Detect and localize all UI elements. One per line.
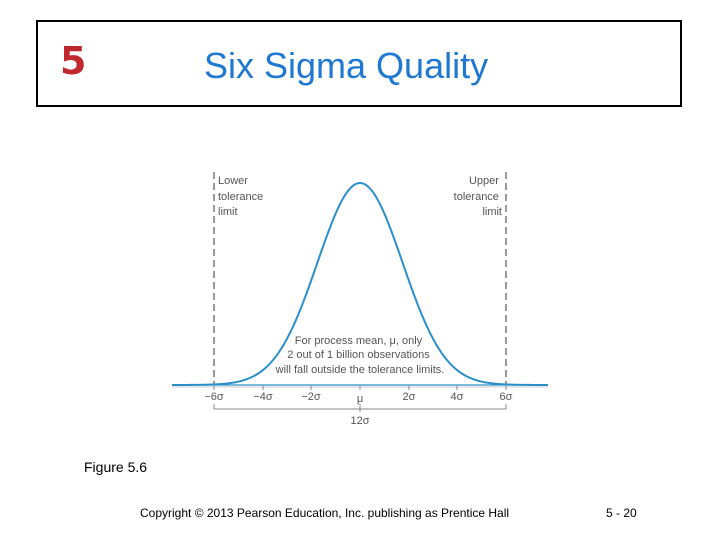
tick-label: μ (357, 393, 363, 405)
lower-tolerance-label: Lower tolerance limit (218, 175, 266, 218)
figure-caption: Figure 5.6 (84, 459, 148, 475)
span-label: 12σ (350, 415, 369, 427)
tick-label: 2σ (403, 391, 416, 403)
slide-number: 5 - 20 (606, 506, 637, 520)
tick-label: −4σ (253, 391, 273, 403)
chapter-number: 5 (60, 39, 87, 83)
normal-curve (172, 181, 548, 386)
slide-title: Six Sigma Quality (204, 45, 489, 86)
x-tick-labels: −6σ −4σ −2σ μ 2σ 4σ 6σ (204, 391, 512, 405)
copyright-text: Copyright © 2013 Pearson Education, Inc.… (140, 506, 510, 520)
tick-marks (213, 385, 507, 390)
tick-label: −2σ (301, 391, 321, 403)
tick-label: −6σ (204, 391, 224, 403)
title-box: 5 Six Sigma Quality (36, 20, 682, 107)
tick-label: 6σ (500, 391, 513, 403)
tick-label: 4σ (451, 391, 464, 403)
upper-tolerance-label: Upper tolerance limit (454, 175, 502, 218)
annotation-text: For process mean, μ, only 2 out of 1 bil… (275, 335, 445, 376)
